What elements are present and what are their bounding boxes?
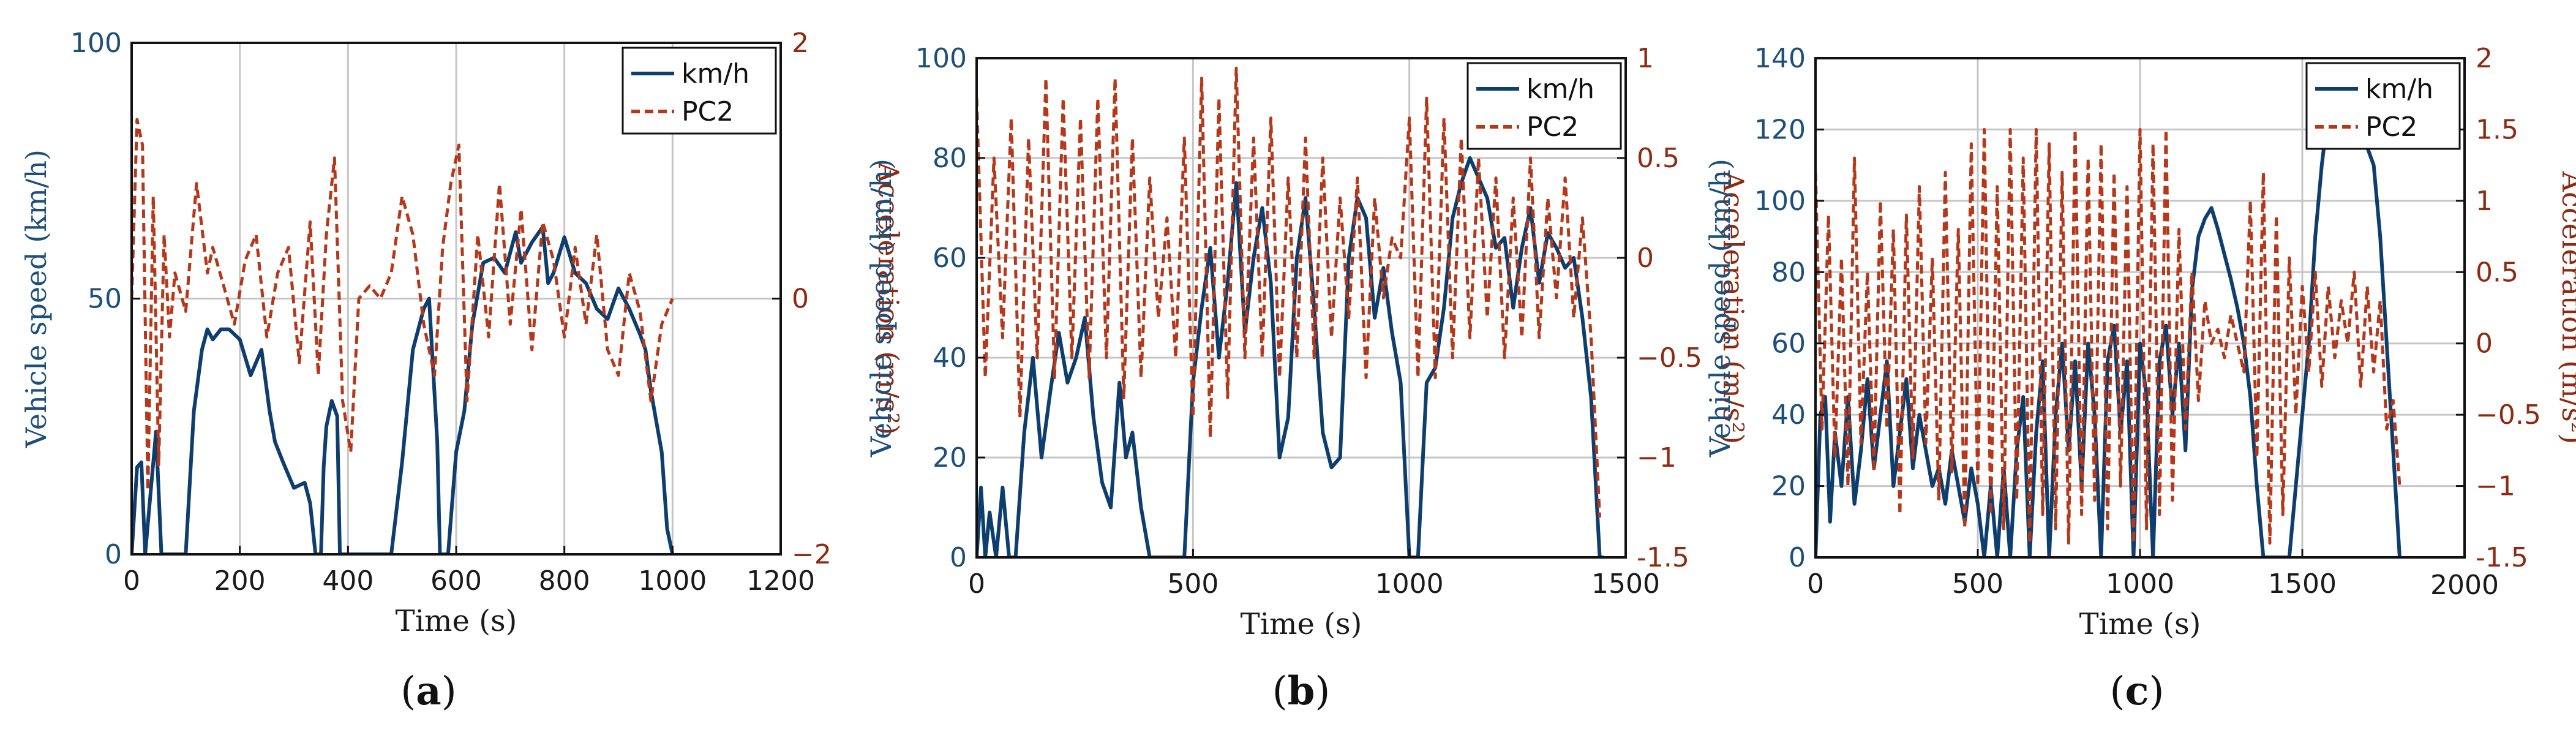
y-right-tick-label: 0.5 xyxy=(2476,257,2518,288)
speed-series-line xyxy=(1816,110,2401,557)
legend: km/h PC2 xyxy=(621,47,777,135)
y-right-axis-label: Acceleration (m/s²) xyxy=(872,162,905,435)
y-right-tick-label: 0.5 xyxy=(1637,143,1680,174)
panel-label: (c) xyxy=(2110,668,2165,714)
legend-speed-label: km/h xyxy=(682,58,749,89)
y-left-tick-label: 0 xyxy=(1789,542,1806,573)
y-left-tick-label: 100 xyxy=(70,28,122,59)
y-right-tick-label: −2 xyxy=(792,539,832,570)
y-left-axis-label: Vehicle speed (km/h) xyxy=(865,159,898,458)
y-left-tick-label: 140 xyxy=(1754,43,1806,74)
y-right-tick-label: 2 xyxy=(2476,43,2493,74)
legend-pc2-label: PC2 xyxy=(682,96,734,127)
chart-panel-c: 0 500 1000 1500 2000020406080100120140-1.5−1… xyxy=(1703,43,2576,714)
y-right-tick-label: -1.5 xyxy=(1637,542,1689,573)
y-right-tick-label: 0 xyxy=(1637,243,1654,274)
x-tick-label: 1000 xyxy=(2106,568,2174,600)
x-tick-label: 1500 xyxy=(2268,568,2337,600)
y-right-tick-label: 2 xyxy=(792,28,809,59)
x-tick-label: 1000 xyxy=(1375,568,1444,600)
legend: km/h PC2 xyxy=(2305,62,2461,150)
x-axis-label: Time (s) xyxy=(396,604,517,638)
y-left-tick-label: 120 xyxy=(1754,114,1806,145)
x-tick-label: 600 xyxy=(430,565,482,597)
legend: km/h PC2 xyxy=(1466,62,1622,150)
x-tick-label: 500 xyxy=(1952,568,2003,600)
panel-label: (b) xyxy=(1272,668,1331,714)
y-left-tick-label: 60 xyxy=(933,243,967,274)
pc2-acceleration-series-line xyxy=(977,66,1602,518)
chart-panel-a: 0 200 400 600 800 1000 1200 0 50 100 −2 0 2 Time (s) V… xyxy=(20,28,905,714)
pc2-acceleration-series-line xyxy=(1816,127,2401,545)
y-left-tick-label: 100 xyxy=(915,43,967,74)
y-right-axis-label: Acceleration (m/s²) xyxy=(1717,171,1750,445)
y-left-tick-label: 50 xyxy=(88,284,122,315)
legend-frame xyxy=(1466,62,1622,150)
x-tick-label: 2000 xyxy=(2430,570,2499,601)
y-right-tick-label: 0 xyxy=(2476,328,2493,360)
x-tick-label: 0 xyxy=(1807,568,1824,600)
y-left-tick-label: 0 xyxy=(105,539,122,570)
x-tick-label: 1000 xyxy=(638,565,707,597)
x-tick-label: 0 xyxy=(123,565,140,597)
legend-pc2-label: PC2 xyxy=(2365,111,2417,143)
y-right-tick-label: −0.5 xyxy=(2476,399,2541,431)
legend-pc2-label: PC2 xyxy=(1526,111,1579,143)
x-tick-label: 200 xyxy=(214,565,266,597)
legend-speed-label: km/h xyxy=(2365,74,2433,105)
y-left-tick-label: 20 xyxy=(933,442,967,473)
y-right-tick-label: −1 xyxy=(1637,442,1677,473)
x-axis-label: Time (s) xyxy=(1241,607,1362,641)
chart-panel-b: 0 500 1000 1500 0 20 40 60 80 100 -1.5 −1 −0.5 0 0.5 1 T… xyxy=(865,43,1750,714)
x-tick-label: 400 xyxy=(322,565,374,597)
legend-frame xyxy=(2305,62,2461,150)
legend-speed-label: km/h xyxy=(1526,74,1594,105)
x-tick-label: 500 xyxy=(1167,568,1219,600)
y-right-tick-label: −1 xyxy=(2476,471,2515,502)
y-left-axis-label: Vehicle speed (km/h) xyxy=(20,149,53,448)
pc2-acceleration-series-line xyxy=(132,118,674,492)
y-left-tick-label: 80 xyxy=(933,143,967,174)
x-tick-label: 1200 xyxy=(746,565,815,597)
panel-label: (a) xyxy=(400,668,456,714)
x-axis-label: Time (s) xyxy=(2079,607,2201,641)
y-left-tick-label: 100 xyxy=(1754,186,1806,217)
y-right-tick-label: -1.5 xyxy=(2476,542,2528,573)
y-left-tick-label: 20 xyxy=(1771,471,1806,502)
y-left-axis-label: Vehicle speed (km/h) xyxy=(1703,159,1737,458)
y-right-tick-label: 1 xyxy=(1637,43,1654,74)
x-tick-label: 0 xyxy=(968,568,985,600)
y-left-tick-label: 60 xyxy=(1771,328,1806,360)
x-tick-label: 800 xyxy=(539,565,590,597)
x-tick-label: 1500 xyxy=(1591,568,1660,600)
speed-series-line xyxy=(132,225,675,554)
plot-area-frame xyxy=(975,57,1627,559)
y-left-tick-label: 40 xyxy=(1771,399,1806,431)
y-right-tick-label: 1.5 xyxy=(2476,114,2518,145)
y-right-axis-label: Acceleration (m/s²) xyxy=(2556,171,2576,445)
y-right-tick-label: −0.5 xyxy=(1637,342,1702,374)
y-right-tick-label: 0 xyxy=(792,284,809,315)
y-left-tick-label: 40 xyxy=(933,342,967,374)
legend-frame xyxy=(621,47,777,135)
y-left-tick-label: 80 xyxy=(1771,257,1806,288)
y-right-tick-label: 1 xyxy=(2476,186,2493,217)
y-left-tick-label: 0 xyxy=(950,542,967,573)
